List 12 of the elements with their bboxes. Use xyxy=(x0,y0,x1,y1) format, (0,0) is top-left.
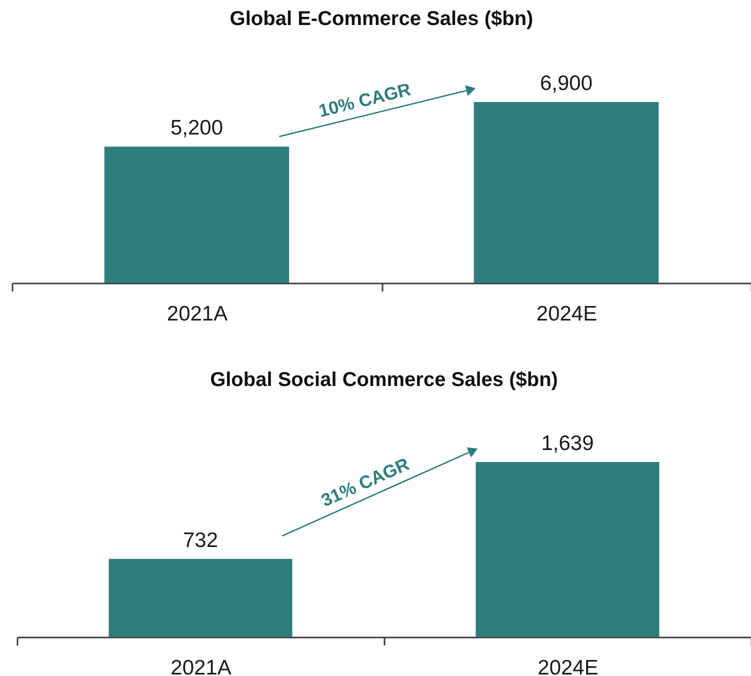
x-tick-label: 2021A xyxy=(170,656,232,676)
data-label: 1,639 xyxy=(541,432,594,455)
data-label: 732 xyxy=(182,528,218,552)
x-tick-label: 2021A xyxy=(166,302,228,326)
annotation: 10% CAGR xyxy=(316,79,413,122)
x-tick-label: 2024E xyxy=(536,302,598,326)
annotation: 31% CAGR xyxy=(318,454,412,511)
data-label: 6,900 xyxy=(540,72,593,95)
x-tick-label: 2024E xyxy=(538,656,598,676)
chart-title: Global E-Commerce Sales ($bn) xyxy=(230,8,534,30)
data-label: 5,200 xyxy=(170,116,224,140)
chart-title: Global Social Commerce Sales ($bn) xyxy=(210,369,558,391)
